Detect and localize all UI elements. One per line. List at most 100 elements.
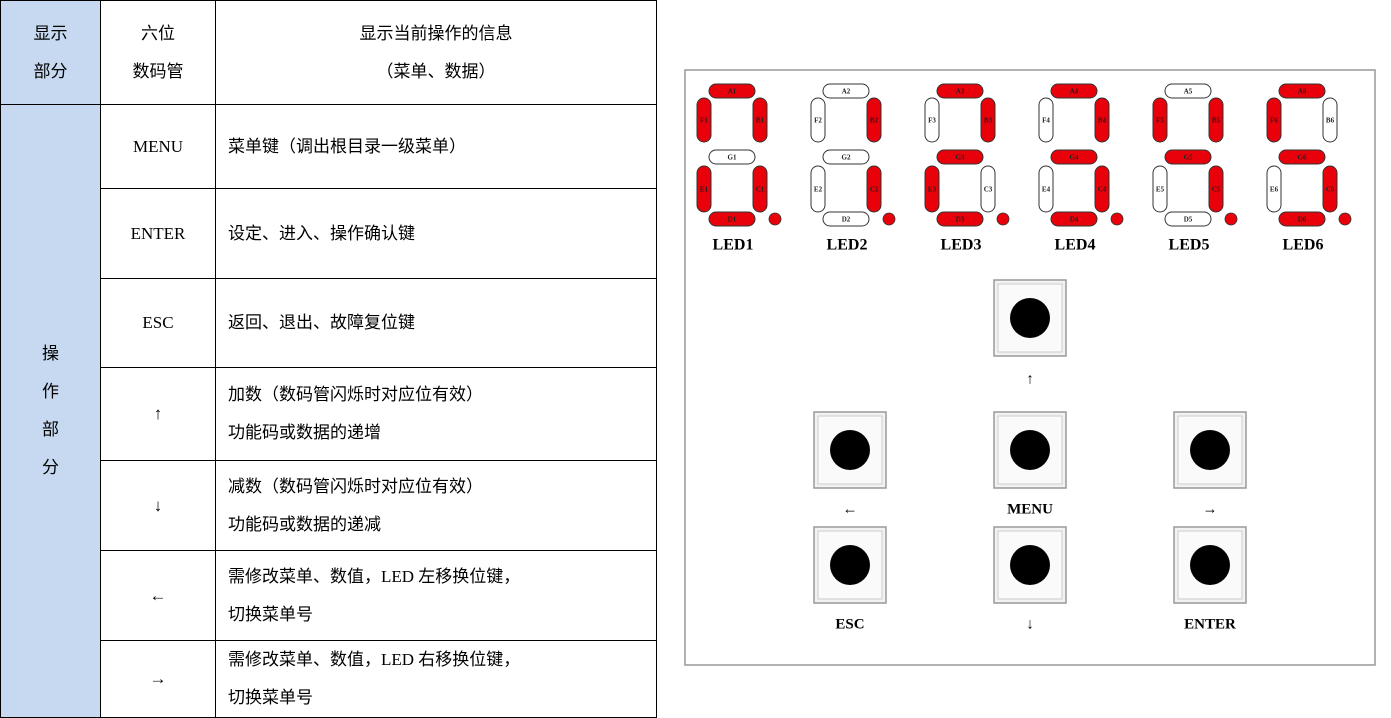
- segment-label: A3: [956, 88, 965, 96]
- segment-label: A6: [1298, 88, 1307, 96]
- led-dp: [996, 212, 1010, 226]
- led-segment: [1208, 165, 1224, 213]
- text-line: 显示: [33, 23, 68, 43]
- led-dp: [1110, 212, 1124, 226]
- desc-cell: 需修改菜单、数值，LED 左移换位键， 切换菜单号: [215, 550, 657, 641]
- led-segment: [1050, 149, 1098, 165]
- key-cell: MENU: [100, 104, 216, 189]
- header-row: 显示 部分 六位 数码管 显示当前操作的信息 （菜单、数据）: [0, 0, 657, 105]
- text-line: 减数（数码管闪烁时对应位有效）: [228, 476, 483, 496]
- segment-label: D3: [956, 216, 965, 224]
- led-segment: [1208, 97, 1224, 143]
- led-segment: [810, 165, 826, 213]
- text-line: 显示当前操作的信息: [359, 23, 513, 43]
- led-segment: [708, 83, 756, 99]
- button-label: MENU: [1007, 501, 1053, 517]
- segment-label: D1: [728, 216, 737, 224]
- segment-label: E4: [1042, 186, 1051, 194]
- led-dp: [768, 212, 782, 226]
- led-segment: [696, 97, 712, 143]
- led-segment: [1278, 83, 1326, 99]
- led-segment: [924, 165, 940, 213]
- segment-label: G1: [728, 154, 737, 162]
- led-segment: [1050, 83, 1098, 99]
- segment-label: F6: [1270, 117, 1278, 125]
- led-segment: [1050, 211, 1098, 227]
- segment-label: C4: [1098, 186, 1107, 194]
- led-segment: [866, 97, 882, 143]
- desc-cell: 减数（数码管闪烁时对应位有效） 功能码或数据的递减: [215, 460, 657, 551]
- button-knob: [1010, 430, 1050, 470]
- segment-label: A1: [728, 88, 737, 96]
- key-cell: →: [100, 640, 216, 718]
- text-line: 六位: [141, 23, 175, 43]
- segment-label: G5: [1184, 154, 1193, 162]
- segment-label: F5: [1156, 117, 1164, 125]
- led-dp: [1338, 212, 1352, 226]
- segment-label: A2: [842, 88, 851, 96]
- button-label: ENTER: [1184, 616, 1236, 632]
- segment-label: B6: [1326, 117, 1335, 125]
- desc-cell: 设定、进入、操作确认键: [215, 188, 657, 279]
- text-line: 需修改菜单、数值，LED 左移换位键，: [228, 566, 521, 586]
- led-segment: [1322, 97, 1338, 143]
- key-cell: ↓: [100, 460, 216, 551]
- led-segment: [1152, 97, 1168, 143]
- table-row: → 需修改菜单、数值，LED 右移换位键， 切换菜单号: [1, 640, 657, 718]
- button-label: ↑: [1026, 371, 1034, 387]
- segment-label: C6: [1326, 186, 1335, 194]
- keypad-diagram: A1 B1 C1 D1 E1 F1 G1 LED1 A2 B2 C2 D2 E2 F2 G2 LED2 A3 B3…: [684, 69, 1376, 666]
- key-cell: ↑: [100, 367, 216, 461]
- segment-label: B2: [870, 117, 879, 125]
- key-cell: ENTER: [100, 188, 216, 279]
- button-knob: [1010, 545, 1050, 585]
- segment-label: A5: [1184, 88, 1193, 96]
- led-segment: [980, 97, 996, 143]
- led-segment: [822, 149, 870, 165]
- led-segment: [708, 149, 756, 165]
- button-label: ←: [843, 501, 858, 517]
- segment-label: G2: [842, 154, 851, 162]
- button-knob: [1190, 545, 1230, 585]
- segment-label: E6: [1270, 186, 1279, 194]
- led-segment: [708, 211, 756, 227]
- segment-label: E3: [928, 186, 937, 194]
- led-segment: [1278, 149, 1326, 165]
- led-segment: [1094, 165, 1110, 213]
- desc-cell: 返回、退出、故障复位键: [215, 278, 657, 368]
- led-name: LED4: [1055, 237, 1096, 254]
- led-segment: [752, 97, 768, 143]
- led-segment: [1278, 211, 1326, 227]
- segment-label: C1: [756, 186, 765, 194]
- segment-label: F1: [700, 117, 708, 125]
- text-line: 切换菜单号: [228, 688, 313, 707]
- led-segment: [1152, 165, 1168, 213]
- text-line: 功能码或数据的递减: [228, 514, 381, 534]
- led-segment: [980, 165, 996, 213]
- led-segment: [822, 211, 870, 227]
- desc-cell: 需修改菜单、数值，LED 右移换位键， 切换菜单号: [215, 640, 657, 718]
- segment-label: E5: [1156, 186, 1165, 194]
- segment-label: F3: [928, 117, 936, 125]
- table-row: ESC 返回、退出、故障复位键: [1, 278, 657, 368]
- text-line: 设定、进入、操作确认键: [228, 223, 415, 243]
- led-segment: [936, 149, 984, 165]
- text-line: 切换菜单号: [228, 604, 313, 624]
- led-segment: [752, 165, 768, 213]
- text-line: 部分: [33, 61, 68, 81]
- section-char: 作: [42, 382, 59, 401]
- header-cell: 显示当前操作的信息 （菜单、数据）: [215, 0, 657, 105]
- button-label: ESC: [835, 616, 864, 632]
- table-row: 操作部分 MENU 菜单键（调出根目录一级菜单）: [0, 104, 657, 718]
- table-row: ENTER 设定、进入、操作确认键: [1, 188, 657, 279]
- led-name: LED1: [713, 237, 754, 254]
- led-segment: [810, 97, 826, 143]
- button-label: →: [1203, 501, 1218, 517]
- text-line: 返回、退出、故障复位键: [228, 313, 415, 332]
- led-name: LED3: [941, 237, 982, 254]
- section-cell: 操作部分: [0, 104, 101, 718]
- led-segment: [1322, 165, 1338, 213]
- led-segment: [822, 83, 870, 99]
- segment-label: D4: [1070, 216, 1079, 224]
